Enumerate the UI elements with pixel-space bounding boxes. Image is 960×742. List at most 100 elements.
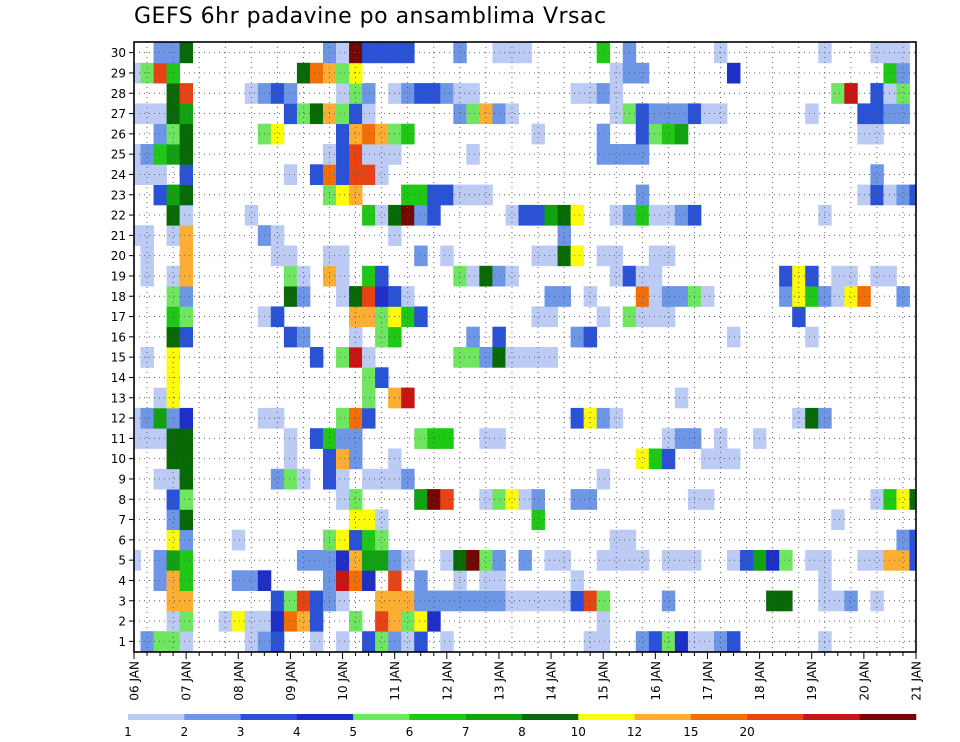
heatmap-cell (375, 590, 389, 612)
heatmap-cell (727, 631, 741, 652)
heatmap-cell (583, 407, 598, 429)
heatmap-cell (309, 610, 324, 632)
heatmap-cell (140, 62, 154, 84)
y-tick-label: 14 (111, 371, 126, 385)
heatmap-cell (153, 164, 167, 185)
y-axis: 1234567891011121314151617181920212223242… (111, 46, 134, 649)
heatmap-cell (596, 631, 611, 652)
heatmap-cell (336, 570, 350, 591)
heatmap-cell (375, 610, 389, 632)
heatmap-cell (635, 103, 650, 125)
heatmap-cell (166, 509, 181, 531)
heatmap-cell (505, 489, 519, 510)
heatmap-cell (179, 103, 194, 125)
heatmap-cell (270, 306, 285, 328)
heatmap-cell (583, 83, 598, 104)
heatmap-cell (453, 590, 467, 612)
y-tick-label: 30 (111, 46, 126, 60)
heatmap-cell (518, 204, 532, 226)
heatmap-cell (336, 265, 350, 287)
heatmap-cell (336, 407, 350, 429)
heatmap-cell (635, 286, 650, 307)
heatmap-cell (153, 468, 167, 490)
heatmap-cell (349, 610, 363, 632)
heatmap-cell (779, 286, 793, 307)
heatmap-cell (179, 245, 194, 267)
chart-title: GEFS 6hr padavine po ansamblima Vrsac (134, 4, 607, 29)
colorbar-swatch (240, 714, 298, 720)
heatmap-cell (713, 428, 728, 449)
heatmap-cell (596, 245, 611, 267)
heatmap-cell (401, 610, 415, 632)
colorbar-label: 12 (627, 725, 642, 739)
heatmap-cell (283, 83, 298, 104)
heatmap-cell (609, 550, 624, 571)
heatmap-cell (134, 550, 141, 571)
y-tick-label: 8 (118, 493, 126, 507)
heatmap-cell (336, 164, 350, 185)
heatmap-cell (531, 123, 545, 145)
y-tick-label: 26 (111, 127, 126, 141)
colorbar-label: 20 (739, 725, 754, 739)
heatmap-cell (166, 448, 181, 470)
x-tick-label: 07 JAN (180, 661, 194, 701)
heatmap-cell (518, 489, 532, 510)
heatmap-cell (844, 286, 858, 307)
heatmap-cell (466, 550, 480, 571)
heatmap-cell (140, 164, 154, 185)
heatmap-cell (479, 590, 493, 612)
heatmap-cell (362, 387, 376, 409)
heatmap-cell (153, 144, 167, 165)
heatmap-cell (544, 306, 558, 328)
heatmap-cell (661, 204, 676, 226)
heatmap-cell (635, 265, 650, 287)
x-tick-label: 20 JAN (857, 661, 871, 701)
heatmap-cell (570, 590, 585, 612)
heatmap-cell (375, 468, 389, 490)
heatmap-cell (635, 123, 650, 145)
heatmap-cell (166, 265, 181, 287)
heatmap-cell (596, 42, 611, 64)
heatmap-cell (635, 144, 650, 165)
heatmap-cell (401, 550, 415, 571)
colorbar-swatch (465, 714, 523, 720)
heatmap-cell (466, 265, 480, 287)
heatmap-cell (375, 306, 389, 328)
heatmap-cell (727, 550, 741, 571)
heatmap-cell (453, 265, 467, 287)
y-tick-label: 28 (111, 87, 126, 101)
heatmap-cell (896, 489, 910, 510)
heatmap-cell (296, 590, 311, 612)
heatmap-cell (179, 204, 194, 226)
heatmap-cell (661, 123, 676, 145)
heatmap-cell (661, 286, 676, 307)
heatmap-cell (531, 590, 545, 612)
heatmap-cell (296, 62, 311, 84)
heatmap-cell (401, 590, 415, 612)
colorbar-label: 4 (293, 725, 301, 739)
heatmap-cell (166, 407, 181, 429)
heatmap-cell (336, 123, 350, 145)
heatmap-cell (609, 407, 624, 429)
heatmap-cell (727, 326, 741, 348)
colorbar-label: 5 (349, 725, 357, 739)
heatmap-cell (166, 103, 181, 125)
heatmap-cell (153, 123, 167, 145)
heatmap-cell (153, 550, 167, 571)
heatmap-cell (896, 286, 910, 307)
heatmap-cell (349, 428, 363, 449)
heatmap-cell (570, 489, 585, 510)
heatmap-cell (134, 103, 141, 125)
heatmap-cell (349, 62, 363, 84)
heatmap-cell (805, 265, 819, 287)
heatmap-cell (401, 184, 415, 206)
heatmap-cell (362, 83, 376, 104)
heatmap-cell (166, 550, 181, 571)
heatmap-cell (427, 590, 441, 612)
heatmap-cell (283, 286, 298, 307)
y-tick-label: 12 (111, 412, 126, 426)
heatmap-cell (414, 610, 428, 632)
y-tick-label: 18 (111, 290, 126, 304)
heatmap-cell (792, 306, 806, 328)
y-tick-label: 1 (118, 635, 126, 649)
